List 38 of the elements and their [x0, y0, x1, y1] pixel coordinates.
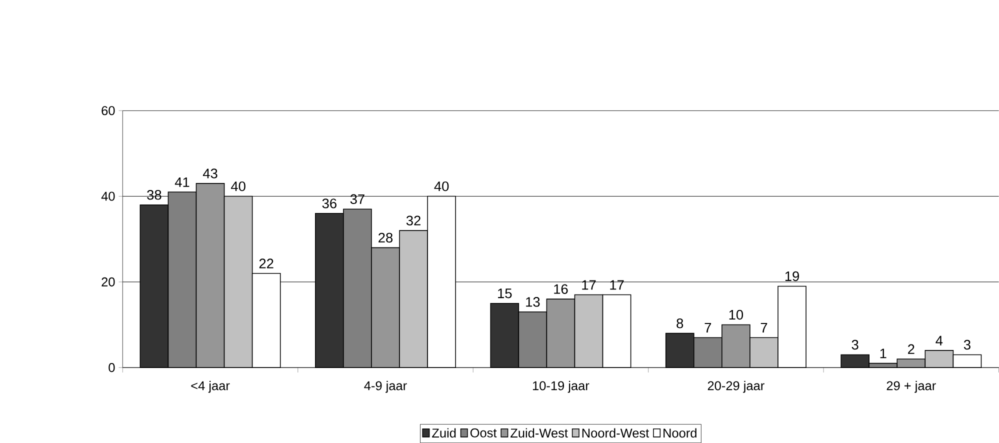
data-label: 40	[230, 181, 246, 192]
data-label: 32	[406, 216, 420, 226]
data-label: 13	[526, 297, 540, 307]
data-label: 22	[259, 258, 274, 268]
data-label: 16	[554, 284, 568, 294]
y-tick-label: 40	[101, 192, 115, 201]
legend-label: Zuid	[432, 428, 456, 438]
data-label: 7	[760, 323, 768, 332]
data-label: 28	[378, 232, 393, 243]
y-tick-label: 60	[102, 106, 115, 116]
data-label: 2	[908, 344, 914, 354]
y-tick-label: 20	[102, 277, 115, 286]
legend-label: Zuid-West	[510, 428, 568, 438]
data-label: 10	[729, 310, 744, 320]
data-label: 37	[350, 194, 364, 204]
x-tick-label: 10-19 jaar	[532, 380, 590, 393]
data-label: 36	[322, 198, 336, 208]
legend-label: Noord	[664, 428, 696, 438]
x-tick-label: 4-9 jaar	[364, 380, 407, 393]
data-label: 40	[434, 181, 449, 192]
data-label: 19	[785, 271, 799, 282]
data-label: 3	[852, 340, 858, 350]
legend-label: Oost	[470, 428, 497, 438]
data-label: 41	[174, 177, 190, 187]
legend-label: Noord-West	[582, 428, 650, 438]
data-label: 8	[676, 318, 684, 328]
data-label: 15	[498, 288, 512, 298]
data-label: 4	[936, 336, 943, 346]
data-label: 17	[610, 280, 624, 290]
data-label: 3	[964, 340, 970, 350]
data-label: 7	[704, 323, 712, 332]
y-tick-label: 0	[108, 363, 115, 372]
x-tick-label: <4 jaar	[191, 380, 230, 393]
data-label: 17	[582, 280, 596, 290]
x-tick-label: 20-29 jaar	[708, 380, 764, 393]
data-label: 1	[880, 348, 886, 358]
x-tick-label: 29 + jaar	[886, 380, 936, 393]
data-label: 43	[202, 168, 218, 178]
